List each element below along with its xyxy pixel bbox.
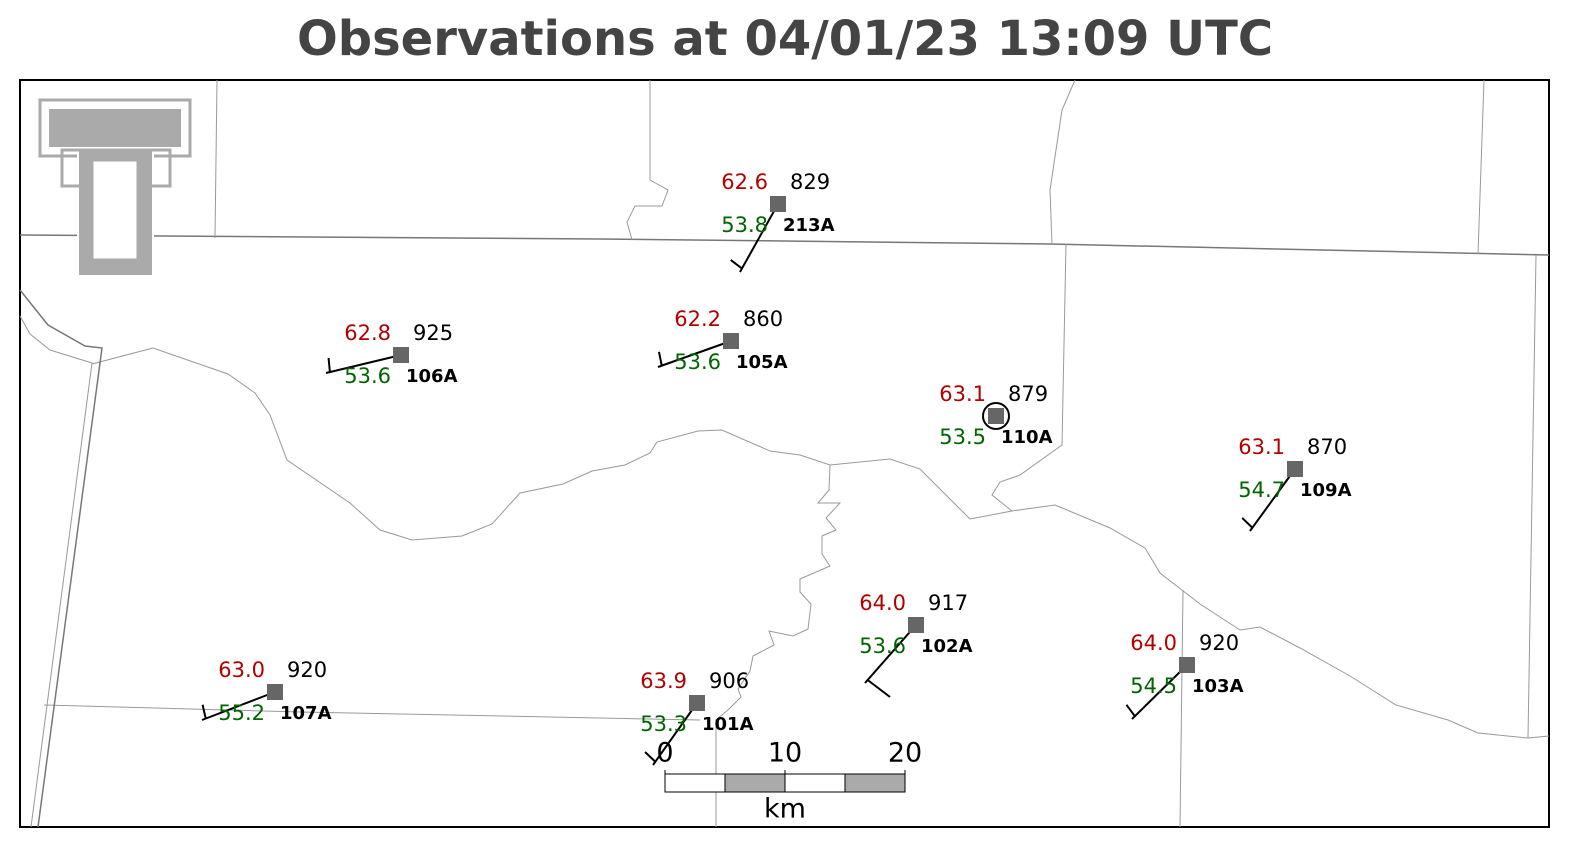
barb-feather xyxy=(644,751,657,763)
wind-barb xyxy=(864,624,917,684)
station-marker xyxy=(988,408,1004,424)
temperature: 63.9 xyxy=(640,669,687,693)
station-value: 925 xyxy=(413,321,453,345)
wind-barb xyxy=(657,340,732,368)
wind-barb xyxy=(1249,468,1296,532)
scale-segment xyxy=(844,773,906,793)
station-marker xyxy=(393,347,409,363)
station-marker xyxy=(267,684,283,700)
station-id: 106A xyxy=(406,366,458,387)
station-marker xyxy=(770,196,786,212)
dewpoint: 53.3 xyxy=(640,712,687,736)
logo xyxy=(38,98,192,277)
station-value: 860 xyxy=(743,307,783,331)
station-marker xyxy=(689,695,705,711)
wind-barb xyxy=(652,702,698,766)
station-value: 920 xyxy=(287,658,327,682)
temperature: 63.0 xyxy=(218,658,265,682)
temperature: 64.0 xyxy=(1130,631,1177,655)
wind-barb xyxy=(1131,664,1188,720)
station-value: 870 xyxy=(1307,435,1347,459)
station-id: 101A xyxy=(702,714,754,735)
station-marker xyxy=(1179,657,1195,673)
station-id: 103A xyxy=(1192,676,1244,697)
station-value: 906 xyxy=(709,669,749,693)
temperature: 64.0 xyxy=(859,591,906,615)
station-id: 107A xyxy=(280,703,332,724)
temperature: 62.6 xyxy=(721,170,768,194)
scale-tick-label: 20 xyxy=(888,738,922,769)
scale-tick-label: 10 xyxy=(768,738,802,769)
title: Observations at 04/01/23 13:09 UTC xyxy=(297,11,1273,67)
station-value: 829 xyxy=(790,170,830,194)
station-value: 879 xyxy=(1008,382,1048,406)
station-id: 213A xyxy=(783,215,835,236)
dewpoint: 53.6 xyxy=(344,364,391,388)
station-id: 109A xyxy=(1300,480,1352,501)
temperature: 63.1 xyxy=(939,382,986,406)
calm-circle xyxy=(982,402,1010,430)
scale-tick-label: 0 xyxy=(656,738,673,769)
boundaries xyxy=(19,79,1550,828)
station-marker xyxy=(908,617,924,633)
station-value: 917 xyxy=(928,591,968,615)
stations: 62.6 829 53.8 213A 62.8 925 53.6 106A 62.2 860 53.… xyxy=(201,170,1352,766)
barb-feather xyxy=(327,357,331,373)
scale-segment xyxy=(784,773,846,793)
barb-feather xyxy=(201,704,207,719)
station-value: 920 xyxy=(1199,631,1239,655)
barb-feather xyxy=(1241,517,1254,529)
dewpoint: 55.2 xyxy=(218,701,265,725)
station-marker xyxy=(723,333,739,349)
barb-feather xyxy=(1125,704,1136,717)
wind-barb xyxy=(739,203,779,273)
station-id: 105A xyxy=(736,352,788,373)
dewpoint: 53.5 xyxy=(939,425,986,449)
wind-barb xyxy=(325,354,402,374)
wind-barb xyxy=(201,691,276,721)
scale-segment xyxy=(664,773,726,793)
scale-unit: km xyxy=(764,794,806,825)
scale-bar: 0 10 20 km xyxy=(656,738,922,825)
barb-feather xyxy=(657,351,663,366)
dewpoint: 54.5 xyxy=(1130,674,1177,698)
dewpoint: 53.8 xyxy=(721,213,768,237)
dewpoint: 54.7 xyxy=(1238,478,1285,502)
dewpoint: 53.6 xyxy=(674,350,721,374)
temperature: 63.1 xyxy=(1238,435,1285,459)
station-id: 102A xyxy=(921,636,973,657)
dewpoint: 53.6 xyxy=(859,634,906,658)
temperature: 62.8 xyxy=(344,321,391,345)
station-id: 110A xyxy=(1001,427,1053,448)
barb-feather xyxy=(730,259,743,270)
station-marker xyxy=(1287,461,1303,477)
barb-feather xyxy=(867,679,891,698)
temperature: 62.2 xyxy=(674,307,721,331)
scale-segment xyxy=(724,773,786,793)
